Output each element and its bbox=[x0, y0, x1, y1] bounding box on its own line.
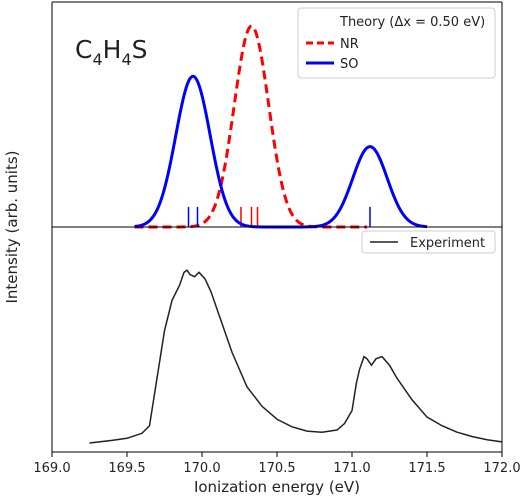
top-legend-title: Theory (Δx = 0.50 eV) bbox=[339, 15, 485, 30]
top-panel: C4H4S Theory (Δx = 0.50 eV) NR SO bbox=[51, 1, 503, 229]
bottom-legend-box bbox=[361, 230, 496, 254]
y-axis-label: Intensity (arb. units) bbox=[3, 150, 21, 303]
series-so-curve bbox=[134, 74, 428, 229]
x-axis-label: Ionization energy (eV) bbox=[194, 478, 360, 496]
molecule-label: C4H4S bbox=[75, 35, 148, 69]
x-axis-ticks: 169.0 169.5 170.0 170.5 171.0 171.5 172.0 bbox=[33, 452, 521, 476]
top-legend: Theory (Δx = 0.50 eV) NR SO bbox=[297, 7, 496, 79]
legend-label-experiment: Experiment bbox=[410, 236, 485, 251]
molecule-subscript-1: 4 bbox=[92, 50, 102, 69]
x-tick-label: 170.0 bbox=[183, 461, 220, 476]
molecule-subscript-2: 4 bbox=[121, 50, 131, 69]
x-tick-label: 169.5 bbox=[108, 461, 145, 476]
bottom-panel: Experiment bbox=[51, 227, 503, 453]
legend-label-nr: NR bbox=[340, 37, 359, 52]
top-legend-box bbox=[297, 7, 496, 79]
x-tick-label: 172.0 bbox=[483, 461, 520, 476]
legend-label-so: SO bbox=[340, 57, 358, 72]
bottom-plot-area bbox=[89, 269, 503, 444]
x-tick-label: 171.0 bbox=[333, 461, 370, 476]
bottom-legend: Experiment bbox=[361, 230, 496, 254]
x-tick-label: 169.0 bbox=[33, 461, 70, 476]
x-tick-label: 170.5 bbox=[258, 461, 295, 476]
series-experiment-line bbox=[89, 269, 503, 444]
x-tick-label: 171.5 bbox=[408, 461, 445, 476]
